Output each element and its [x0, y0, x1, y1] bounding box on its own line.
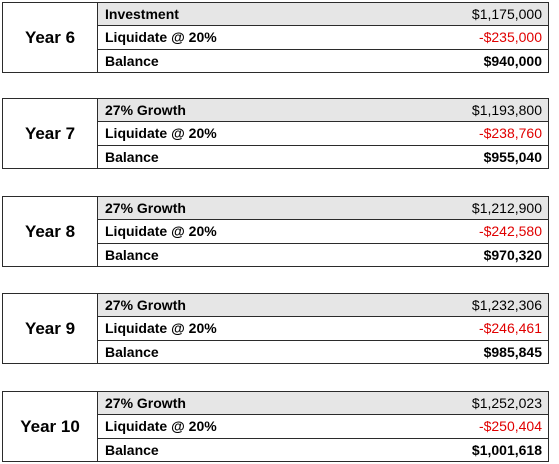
row-value: $1,193,800	[471, 102, 542, 119]
liquidate-row: Liquidate @ 20% -$246,461	[98, 317, 548, 341]
row-value-balance: $970,320	[483, 246, 542, 263]
row-label: Investment	[105, 6, 179, 23]
row-label: Liquidate @ 20%	[105, 29, 217, 46]
row-label: 27% Growth	[105, 395, 186, 412]
liquidate-row: Liquidate @ 20% -$250,404	[98, 415, 548, 439]
row-value-negative: -$238,760	[478, 125, 542, 142]
row-label: Balance	[105, 343, 159, 360]
balance-row: Balance $1,001,618	[98, 439, 548, 461]
row-value-balance: $985,845	[483, 343, 542, 360]
year-block-8: Year 8 27% Growth $1,212,900 Liquidate @…	[2, 196, 549, 267]
row-label: 27% Growth	[105, 200, 186, 217]
row-value-negative: -$250,404	[478, 418, 542, 435]
balance-row: Balance $985,845	[98, 341, 548, 363]
year-label: Year 10	[3, 392, 98, 461]
row-label: Balance	[105, 148, 159, 165]
growth-row: 27% Growth $1,252,023	[98, 392, 548, 416]
year-block-10: Year 10 27% Growth $1,252,023 Liquidate …	[2, 391, 549, 462]
row-value-balance: $940,000	[483, 52, 542, 69]
year-label: Year 6	[3, 3, 98, 72]
year-label: Year 8	[3, 197, 98, 266]
row-label: Liquidate @ 20%	[105, 125, 217, 142]
row-value: $1,175,000	[471, 6, 542, 23]
year-label: Year 9	[3, 294, 98, 363]
liquidate-row: Liquidate @ 20% -$242,580	[98, 220, 548, 244]
row-value-balance: $955,040	[483, 148, 542, 165]
year-rows: 27% Growth $1,193,800 Liquidate @ 20% -$…	[98, 99, 548, 168]
growth-row: 27% Growth $1,193,800	[98, 99, 548, 123]
row-label: Liquidate @ 20%	[105, 320, 217, 337]
row-label: 27% Growth	[105, 297, 186, 314]
liquidate-row: Liquidate @ 20% -$238,760	[98, 122, 548, 146]
year-block-7: Year 7 27% Growth $1,193,800 Liquidate @…	[2, 98, 549, 169]
row-value: $1,232,306	[471, 297, 542, 314]
row-value: $1,212,900	[471, 200, 542, 217]
growth-row: 27% Growth $1,232,306	[98, 294, 548, 318]
balance-row: Balance $955,040	[98, 146, 548, 168]
row-value-negative: -$246,461	[478, 320, 542, 337]
row-label: Balance	[105, 246, 159, 263]
row-label: Balance	[105, 52, 159, 69]
year-rows: 27% Growth $1,252,023 Liquidate @ 20% -$…	[98, 392, 548, 461]
year-block-9: Year 9 27% Growth $1,232,306 Liquidate @…	[2, 293, 549, 364]
year-rows: 27% Growth $1,212,900 Liquidate @ 20% -$…	[98, 197, 548, 266]
year-rows: 27% Growth $1,232,306 Liquidate @ 20% -$…	[98, 294, 548, 363]
row-label: 27% Growth	[105, 102, 186, 119]
row-label: Liquidate @ 20%	[105, 223, 217, 240]
balance-row: Balance $970,320	[98, 244, 548, 266]
year-label: Year 7	[3, 99, 98, 168]
row-label: Liquidate @ 20%	[105, 418, 217, 435]
growth-row: 27% Growth $1,212,900	[98, 197, 548, 221]
row-value-balance: $1,001,618	[471, 441, 542, 458]
year-block-6: Year 6 Investment $1,175,000 Liquidate @…	[2, 2, 549, 73]
investment-row: Investment $1,175,000	[98, 3, 548, 27]
row-value-negative: -$235,000	[478, 29, 542, 46]
year-rows: Investment $1,175,000 Liquidate @ 20% -$…	[98, 3, 548, 72]
row-value-negative: -$242,580	[478, 223, 542, 240]
row-value: $1,252,023	[471, 395, 542, 412]
balance-row: Balance $940,000	[98, 50, 548, 72]
liquidate-row: Liquidate @ 20% -$235,000	[98, 26, 548, 50]
row-label: Balance	[105, 441, 159, 458]
